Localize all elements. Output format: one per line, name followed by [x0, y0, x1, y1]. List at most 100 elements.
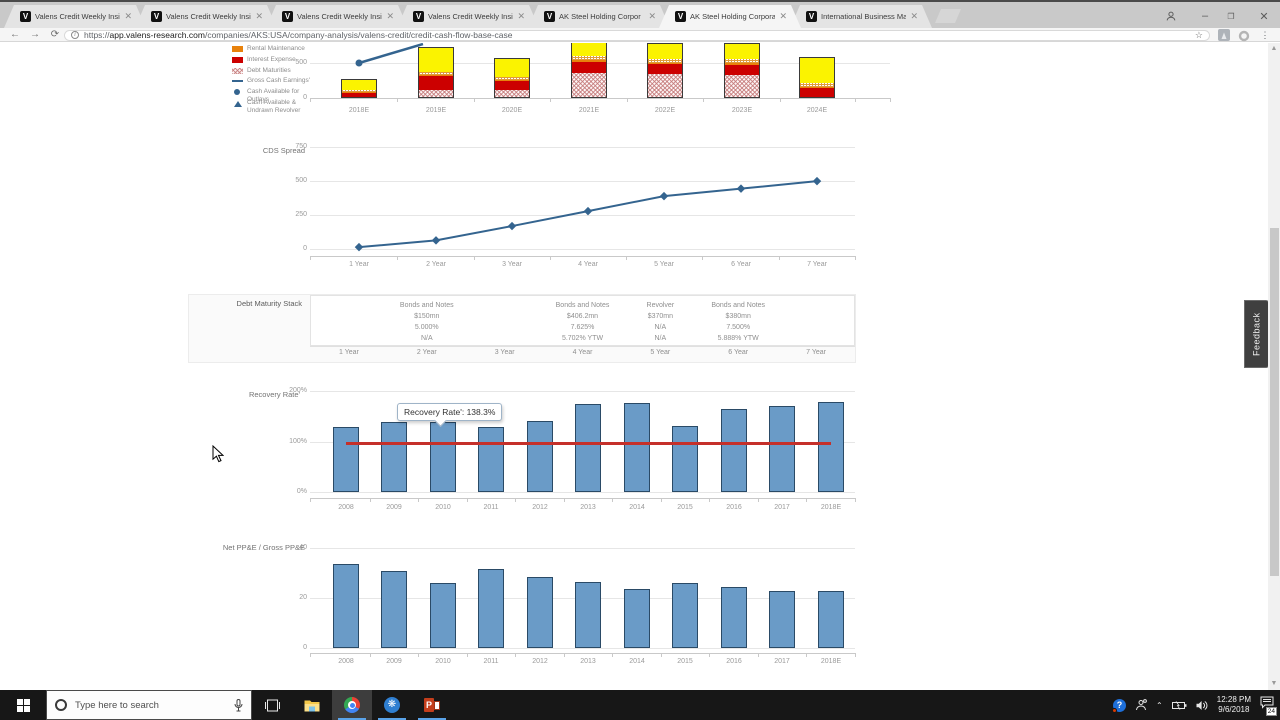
new-tab-button[interactable] [935, 9, 961, 23]
stacked-bar-2023E[interactable] [724, 43, 760, 98]
browser-tab-4[interactable]: V Valens Credit Weekly Insi ✕ [397, 5, 539, 28]
stacked-bar-2022E[interactable] [647, 43, 683, 98]
x-tick-label: 1 Year [349, 261, 369, 268]
powerpoint-icon[interactable]: P [412, 690, 452, 720]
bar-net-ppe-gross-ppe-2008[interactable] [333, 564, 359, 648]
table-instrument[interactable]: Bonds and Notes [555, 302, 610, 309]
back-icon[interactable]: ← [10, 29, 20, 40]
forward-icon[interactable]: → [30, 29, 40, 40]
close-window-button[interactable]: ✕ [1259, 10, 1269, 23]
people-icon[interactable] [1135, 699, 1147, 711]
browser-tab-7[interactable]: V International Business Ma ✕ [790, 5, 932, 28]
bar-recovery-rate-2017[interactable] [769, 405, 795, 492]
bar-net-ppe-gross-ppe-2016[interactable] [721, 586, 747, 648]
extension-icon-2[interactable] [1238, 29, 1250, 42]
browser-tab-2[interactable]: V Valens Credit Weekly Insi ✕ [135, 5, 277, 28]
stacked-bar-2019E[interactable] [418, 47, 454, 98]
cash-available-marker[interactable] [355, 59, 363, 67]
cds-point-5 Year[interactable] [659, 191, 669, 201]
x-tick-label: 2018E [348, 107, 370, 114]
browser-tab-1[interactable]: V Valens Credit Weekly Insi ✕ [4, 5, 146, 28]
scroll-up-icon[interactable]: ▲ [1270, 45, 1278, 52]
battery-icon[interactable] [1171, 700, 1187, 710]
tab-close-icon[interactable]: ✕ [910, 11, 918, 21]
cds-point-6 Year[interactable] [736, 184, 746, 193]
bar-net-ppe-gross-ppe-2009[interactable] [381, 570, 407, 648]
bar-net-ppe-gross-ppe-2011[interactable] [478, 569, 504, 648]
bar-recovery-rate-2008[interactable] [333, 427, 359, 492]
profile-icon[interactable] [1163, 8, 1179, 24]
bar-net-ppe-gross-ppe-2018E[interactable] [818, 590, 844, 648]
browser-tab-6[interactable]: V AK Steel Holding Corpora ✕ [659, 5, 801, 28]
scrollbar-thumb[interactable] [1269, 228, 1279, 576]
tab-close-icon[interactable]: ✕ [517, 11, 525, 21]
speaker-icon[interactable] [1196, 700, 1208, 711]
extension-icon-1[interactable] [1218, 29, 1230, 41]
tab-close-icon[interactable]: ✕ [255, 11, 263, 21]
cds-point-1 Year[interactable] [354, 242, 364, 252]
bar-recovery-rate-2016[interactable] [721, 409, 747, 492]
restore-button[interactable]: ❐ [1227, 11, 1235, 21]
cds-point-3 Year[interactable] [507, 221, 517, 231]
cds-point-4 Year[interactable] [583, 206, 593, 216]
table-instrument[interactable]: Bonds and Notes [711, 302, 766, 309]
bar-recovery-rate-2015[interactable] [672, 426, 698, 492]
bar-net-ppe-gross-ppe-2017[interactable] [769, 590, 795, 648]
tab-title: Valens Credit Weekly Insi [428, 12, 513, 21]
help-icon[interactable]: ? [1112, 698, 1127, 713]
page-info-icon[interactable]: i [71, 31, 79, 40]
chrome-icon[interactable] [332, 690, 372, 720]
vertical-scrollbar[interactable]: ▲ ▼ [1268, 43, 1280, 690]
cds-point-7 Year[interactable] [812, 176, 822, 186]
bar-net-ppe-gross-ppe-2013[interactable] [575, 581, 601, 648]
gridline [310, 391, 855, 392]
bar-recovery-rate-2012[interactable] [527, 421, 553, 492]
bar-recovery-rate-2009[interactable] [381, 421, 407, 492]
table-instrument[interactable]: Revolver [646, 302, 675, 309]
bar-net-ppe-gross-ppe-2015[interactable] [672, 583, 698, 648]
browser-tab-5[interactable]: V AK Steel Holding Corpor ✕ [528, 5, 670, 28]
bookmark-star-icon[interactable]: ☆ [1194, 29, 1203, 40]
taskbar-search-input[interactable]: Type here to search [46, 690, 252, 720]
file-explorer-icon[interactable] [292, 690, 332, 720]
browser-menu-icon[interactable]: ⋮ [1260, 30, 1270, 40]
task-view-button[interactable] [252, 690, 292, 720]
scroll-down-icon[interactable]: ▼ [1270, 680, 1278, 687]
bar-recovery-rate-2014[interactable] [624, 403, 650, 492]
bar-recovery-rate-2018E[interactable] [818, 401, 844, 492]
taskbar-clock[interactable]: 12:28 PM 9/6/2018 [1217, 695, 1251, 715]
bar-net-ppe-gross-ppe-2014[interactable] [624, 589, 650, 648]
bar-recovery-rate-2013[interactable] [575, 403, 601, 492]
feedback-button[interactable]: Feedback [1244, 300, 1268, 368]
app-icon-blue-flower[interactable]: ❋ [372, 690, 412, 720]
start-button[interactable] [0, 690, 46, 720]
x-tick-label: 2008 [338, 658, 354, 665]
tab-close-icon[interactable]: ✕ [124, 11, 132, 21]
bar-recovery-rate-2010[interactable] [430, 422, 456, 492]
address-bar[interactable]: i https://app.valens-research.com/compan… [64, 29, 1210, 41]
tab-close-icon[interactable]: ✕ [779, 11, 787, 21]
stacked-bar-2018E[interactable] [341, 78, 377, 98]
segment-unlabeled-yellow-band [572, 43, 606, 57]
legend-swatch-tri [234, 97, 242, 107]
axis-tick [702, 256, 703, 260]
cds-point-2 Year[interactable] [431, 236, 441, 245]
refresh-icon[interactable]: ⟳ [50, 29, 60, 40]
stacked-bar-2024E[interactable] [799, 57, 835, 98]
tray-chevron-icon[interactable]: ⌃ [1156, 700, 1163, 710]
bar-net-ppe-gross-ppe-2012[interactable] [527, 576, 553, 648]
stacked-bar-2020E[interactable] [494, 58, 530, 98]
bar-recovery-rate-2011[interactable] [478, 427, 504, 492]
browser-tab-3[interactable]: V Valens Credit Weekly Insi ✕ [266, 5, 408, 28]
tab-close-icon[interactable]: ✕ [648, 11, 656, 21]
stacked-bar-2021E[interactable] [571, 43, 607, 98]
bar-net-ppe-gross-ppe-2010[interactable] [430, 583, 456, 648]
table-instrument[interactable]: Bonds and Notes [399, 302, 454, 309]
notification-center-icon[interactable]: 24 [1260, 696, 1277, 716]
legend-swatch-line [232, 80, 243, 82]
x-tick-label: 2009 [386, 504, 402, 511]
tab-close-icon[interactable]: ✕ [386, 11, 394, 21]
minimize-button[interactable]: – [1201, 10, 1209, 22]
tab-favicon: V [20, 11, 31, 22]
microphone-icon[interactable] [234, 698, 243, 712]
